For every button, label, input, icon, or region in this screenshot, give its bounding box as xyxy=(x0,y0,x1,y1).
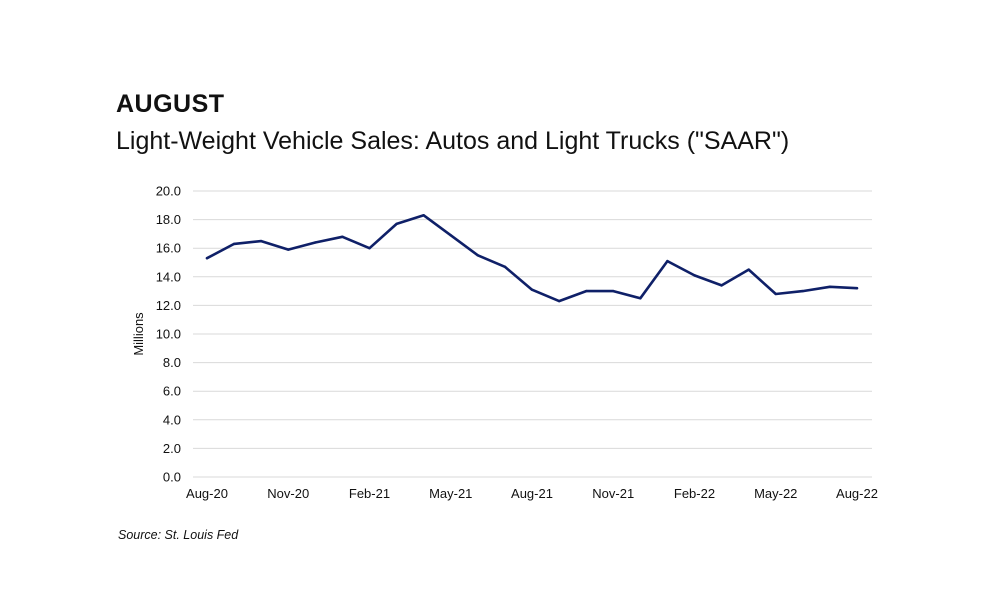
data-point xyxy=(612,289,615,293)
x-tick-label: Feb-21 xyxy=(349,486,390,501)
x-tick-label: Aug-21 xyxy=(511,486,553,501)
y-tick-label: 2.0 xyxy=(163,441,181,456)
data-point xyxy=(774,292,777,296)
y-axis-title: Millions xyxy=(131,312,146,356)
data-point xyxy=(584,289,588,293)
data-point xyxy=(368,247,371,250)
data-point xyxy=(395,222,398,226)
data-point xyxy=(666,259,669,263)
data-point xyxy=(287,248,290,251)
x-tick-label: Feb-22 xyxy=(674,486,715,501)
series-layer xyxy=(205,214,859,303)
y-tick-label: 8.0 xyxy=(163,355,181,370)
data-point xyxy=(205,257,209,260)
data-point xyxy=(557,299,561,303)
y-tick-label: 14.0 xyxy=(156,269,181,284)
y-tick-label: 18.0 xyxy=(156,212,181,227)
data-point xyxy=(314,241,317,244)
data-point xyxy=(693,274,696,277)
y-tick-label: 20.0 xyxy=(156,184,181,199)
y-tick-label: 16.0 xyxy=(156,241,181,256)
data-point xyxy=(422,214,425,217)
x-tick-label: May-22 xyxy=(754,486,797,501)
data-point xyxy=(232,242,236,246)
data-point xyxy=(801,289,805,293)
source-note: Source: St. Louis Fed xyxy=(118,528,239,542)
x-tick-label: Aug-20 xyxy=(186,486,228,501)
x-tick-label: May-21 xyxy=(429,486,472,501)
x-tick-label: Nov-20 xyxy=(267,486,309,501)
data-point xyxy=(747,268,750,271)
y-tick-label: 4.0 xyxy=(163,412,181,427)
data-point xyxy=(449,234,452,237)
data-point xyxy=(341,235,344,238)
y-axis-ticks: 0.0 2.0 4.0 6.0 8.0 10.0 12.0 14.0 16.0 18.0 20.0 xyxy=(156,184,181,485)
x-axis-ticks: Aug-20 Nov-20 Feb-21 May-21 Aug-21 Nov-21 Feb-… xyxy=(186,486,878,501)
x-tick-label: Aug-22 xyxy=(836,486,878,501)
series-line xyxy=(205,214,859,303)
y-tick-label: 0.0 xyxy=(163,470,181,485)
data-point xyxy=(530,288,534,291)
y-tick-label: 12.0 xyxy=(156,298,181,313)
page-headline: AUGUST xyxy=(116,90,225,118)
data-point xyxy=(259,239,263,243)
data-point xyxy=(720,284,723,287)
x-tick-label: Nov-21 xyxy=(592,486,634,501)
data-point xyxy=(476,254,480,257)
chart-title: Light-Weight Vehicle Sales: Autos and Li… xyxy=(116,127,790,155)
data-point xyxy=(828,285,832,289)
data-point xyxy=(855,287,859,290)
y-tick-label: 10.0 xyxy=(156,327,181,342)
y-tick-label: 6.0 xyxy=(163,384,181,399)
gridlines xyxy=(193,190,872,478)
data-point xyxy=(503,265,507,268)
data-point xyxy=(639,297,642,300)
